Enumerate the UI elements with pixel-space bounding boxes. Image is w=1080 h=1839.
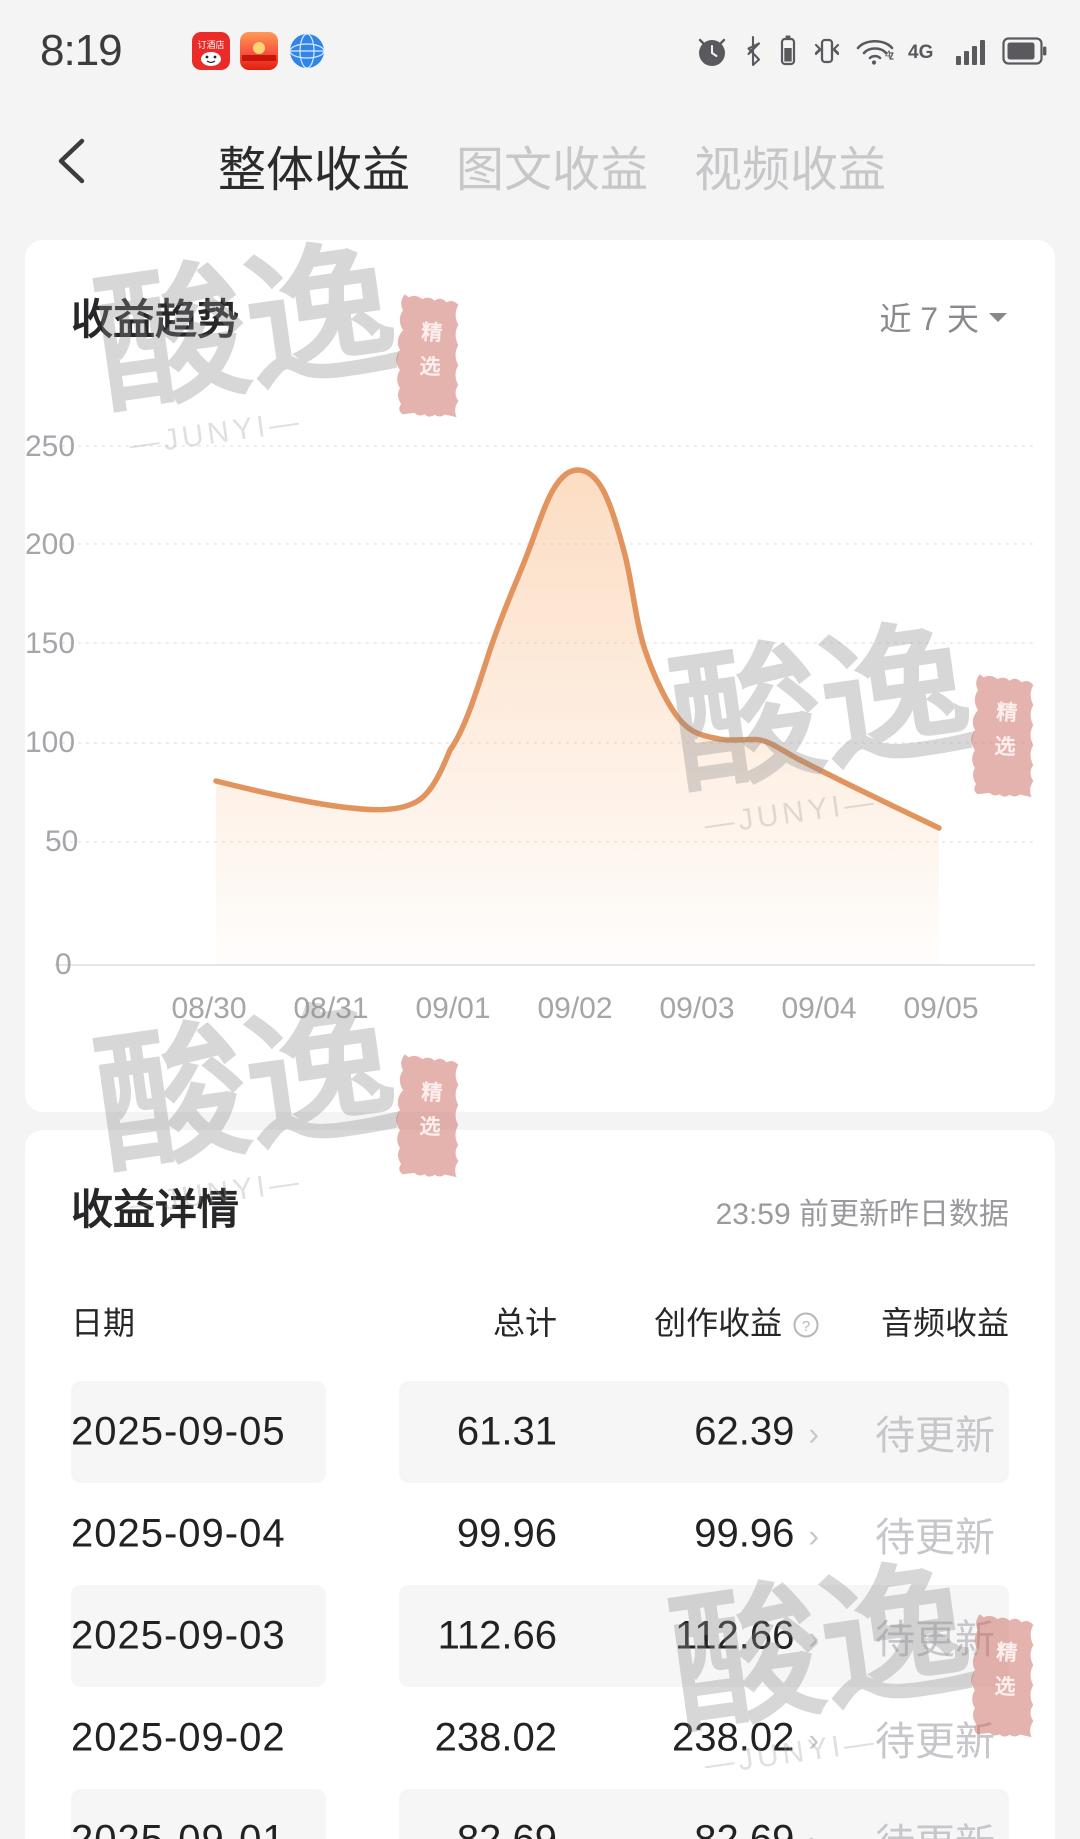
svg-text:08/30: 08/30	[171, 992, 246, 1025]
svg-text:150: 150	[25, 627, 75, 660]
svg-text:09/02: 09/02	[537, 992, 612, 1025]
svg-text:0: 0	[55, 948, 72, 981]
svg-text:100: 100	[25, 726, 75, 759]
svg-text:订酒店: 订酒店	[197, 39, 224, 50]
svg-text:08/31: 08/31	[293, 992, 368, 1025]
svg-text:09/05: 09/05	[903, 992, 978, 1025]
svg-text:?: ?	[802, 1318, 810, 1335]
svg-text:09/01: 09/01	[415, 992, 490, 1025]
svg-text:09/04: 09/04	[781, 992, 856, 1025]
svg-text:4G: 4G	[908, 42, 933, 63]
svg-text:09/03: 09/03	[659, 992, 734, 1025]
svg-text:250: 250	[25, 430, 75, 463]
svg-text:200: 200	[25, 528, 75, 561]
svg-text:50: 50	[45, 825, 78, 858]
